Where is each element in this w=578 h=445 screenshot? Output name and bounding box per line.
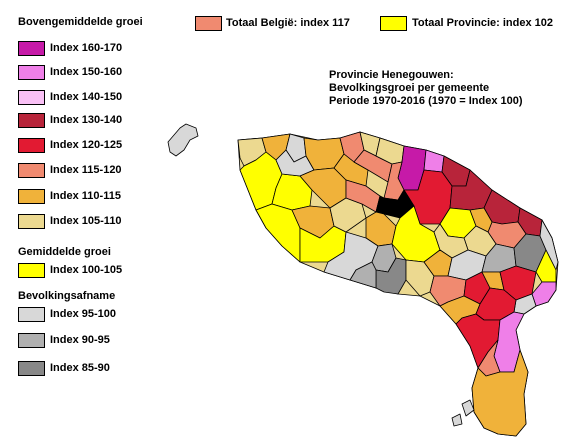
legend-label: Index 105-110 (50, 215, 122, 227)
legend-swatch (18, 361, 45, 376)
legend-swatch (18, 333, 45, 348)
legend-swatch (18, 189, 45, 204)
legend-label: Index 85-90 (50, 362, 110, 374)
municipality (423, 149, 445, 173)
municipality (471, 349, 529, 437)
legend-label: Index 130-140 (50, 114, 123, 126)
municipality-exclave (167, 123, 199, 157)
legend-label: Index 90-95 (50, 334, 110, 346)
legend-label: Index 115-120 (50, 164, 122, 176)
legend-swatch (18, 307, 45, 322)
map-title-line-3: Periode 1970-2016 (1970 = Index 100) (329, 95, 523, 107)
municipality-exclave (451, 413, 463, 427)
legend-heading-decline: Bevolkingsafname (18, 290, 116, 302)
municipality (349, 261, 377, 289)
province-total-label: Totaal Provincie: index 102 (412, 17, 554, 29)
map-title-line-1: Provincie Henegouwen: (329, 69, 454, 81)
legend-label: Index 160-170 (50, 42, 123, 54)
legend-swatch (18, 113, 45, 128)
legend-swatch (18, 41, 45, 56)
legend-swatch (18, 263, 45, 278)
belgium-total-swatch (195, 16, 222, 31)
province-total-swatch (380, 16, 407, 31)
legend-swatch (18, 90, 45, 105)
legend-label: Index 100-105 (50, 264, 123, 276)
legend-heading-average: Gemiddelde groei (18, 246, 111, 258)
legend-swatch (18, 214, 45, 229)
legend-label: Index 150-160 (50, 66, 123, 78)
map-title: Provincie Henegouwen: Bevolkingsgroei pe… (329, 69, 523, 108)
legend-label: Index 140-150 (50, 91, 123, 103)
legend-heading-above-average: Bovengemiddelde groei (18, 16, 143, 28)
legend-swatch (18, 163, 45, 178)
legend-label: Index 95-100 (50, 308, 117, 320)
legend-swatch (18, 138, 45, 153)
legend-swatch (18, 65, 45, 80)
legend-label: Index 110-115 (50, 190, 121, 202)
belgium-total-label: Totaal België: index 117 (226, 17, 350, 29)
map-title-line-2: Bevolkingsgroei per gemeente (329, 82, 490, 94)
municipality-exclave (461, 399, 475, 417)
legend-label: Index 120-125 (50, 139, 123, 151)
municipality (535, 249, 557, 283)
municipality (469, 207, 493, 233)
